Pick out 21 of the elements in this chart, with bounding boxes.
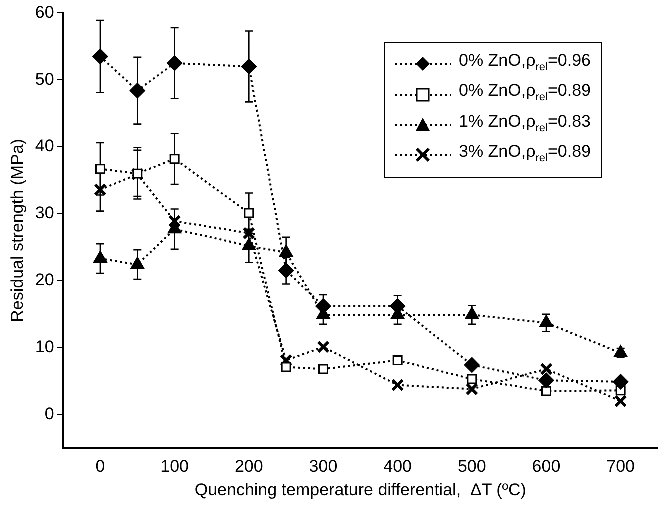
y-tick-label: 60 — [35, 2, 54, 22]
x-tick-label: 600 — [532, 457, 561, 476]
x-tick-label: 200 — [234, 457, 264, 476]
legend-label: 3% ZnO,ρ$_{rel}$=0.89 — [459, 141, 591, 167]
y-tick-label: 40 — [35, 136, 54, 156]
x-tick-label: 300 — [309, 457, 338, 476]
y-tick-label: 0 — [44, 404, 54, 424]
y-tick-label: 50 — [35, 70, 54, 89]
x-tick-label: 700 — [606, 457, 636, 476]
y-tick-label: 10 — [35, 338, 54, 357]
x-axis-title: Quenching temperature differential, ΔT (ºC) — [194, 480, 526, 500]
x-tick-label: 0 — [96, 457, 106, 476]
y-tick-label: 30 — [35, 204, 54, 223]
y-tick-label: 20 — [35, 270, 54, 290]
legend-label: 0% ZnO,ρ$_{rel}$=0.96 — [459, 50, 591, 76]
y-axis-title: Residual strength (MPa) — [8, 139, 27, 322]
legend-label: 1% ZnO,ρ$_{rel}$=0.83 — [459, 110, 591, 136]
x-tick-label: 100 — [160, 457, 189, 476]
x-tick-label: 400 — [384, 457, 412, 476]
legend-label: 0% ZnO,ρ$_{rel}$=0.89 — [459, 80, 591, 106]
x-tick-label: 500 — [458, 457, 486, 476]
